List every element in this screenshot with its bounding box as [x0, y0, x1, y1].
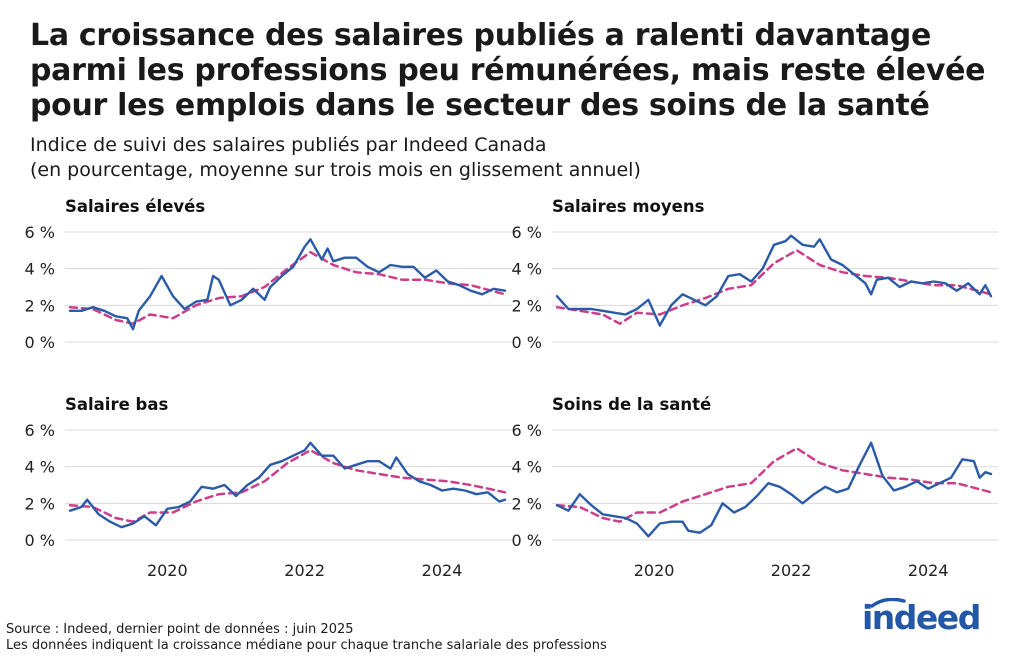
- y-tick-label: 2 %: [512, 494, 542, 513]
- category-series-line: [68, 441, 507, 529]
- source-line-2: Les données indiquent la croissance médi…: [6, 638, 607, 653]
- overall-series-line: [68, 250, 507, 325]
- y-tick-label: 6 %: [25, 421, 55, 440]
- x-tick-label: 2020: [147, 561, 188, 580]
- category-series-line: [555, 441, 993, 538]
- y-tick-label: 0 %: [512, 531, 542, 550]
- y-tick-label: 4 %: [25, 260, 55, 279]
- panel-title: Salaire bas: [65, 395, 168, 414]
- x-tick-label: 2020: [634, 561, 675, 580]
- subtitle-line-2: (en pourcentage, moyenne sur trois mois …: [30, 159, 641, 181]
- panel-1: Salaires élevés 0 % 2 % 4 % 6 %: [25, 197, 512, 352]
- source-note: Source : Indeed, dernier point de donnée…: [6, 622, 607, 654]
- y-tick-label: 4 %: [512, 260, 542, 279]
- category-series-line: [68, 238, 507, 331]
- y-tick-label: 6 %: [512, 223, 542, 242]
- logo-wordmark: indeed: [862, 598, 980, 637]
- x-tick-label: 2024: [422, 561, 463, 580]
- y-tick-label: 0 %: [25, 333, 55, 352]
- overall-series-line: [68, 448, 507, 523]
- panel-title: Salaires moyens: [552, 197, 705, 216]
- x-tick-label: 2022: [771, 561, 812, 580]
- panel-4: Soins de la santé 0 % 2 % 4 % 6 % 2020 2022 202…: [512, 395, 998, 580]
- logo-arc-mark: [870, 598, 906, 608]
- subtitle-line-1: Indice de suivi des salaires publiés par…: [30, 134, 547, 156]
- y-tick-label: 6 %: [25, 223, 55, 242]
- chart-title: La croissance des salaires publiés a ral…: [30, 18, 986, 123]
- y-tick-label: 0 %: [25, 531, 55, 550]
- y-tick-label: 4 %: [512, 458, 542, 477]
- panel-title: Salaires élevés: [65, 197, 205, 216]
- y-tick-label: 4 %: [25, 458, 55, 477]
- y-tick-label: 0 %: [512, 333, 542, 352]
- x-tick-label: 2022: [284, 561, 325, 580]
- y-tick-label: 6 %: [512, 421, 542, 440]
- overall-series-line: [555, 447, 993, 523]
- overall-series-line: [555, 249, 993, 325]
- y-tick-label: 2 %: [512, 296, 542, 315]
- chart-subtitle: Indice de suivi des salaires publiés par…: [30, 133, 930, 183]
- y-tick-label: 2 %: [25, 494, 55, 513]
- panel-title: Soins de la santé: [552, 395, 711, 414]
- y-tick-label: 2 %: [25, 296, 55, 315]
- indeed-logo: indeed: [862, 598, 981, 637]
- panel-2: Salaires moyens 0 % 2 % 4 % 6 %: [512, 197, 998, 352]
- panel-3: Salaire bas 0 % 2 % 4 % 6 % 2020 2022 2024: [25, 395, 512, 580]
- x-tick-label: 2024: [908, 561, 949, 580]
- category-series-line: [555, 234, 993, 327]
- source-line-1: Source : Indeed, dernier point de donnée…: [6, 622, 354, 637]
